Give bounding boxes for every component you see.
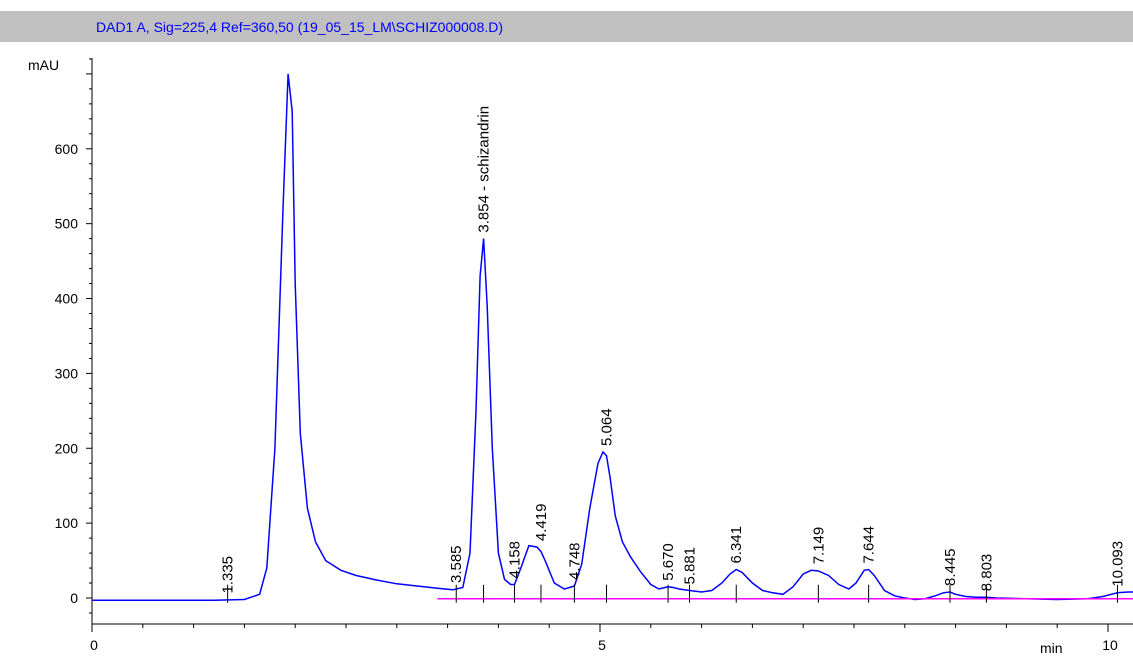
x-axis-ticks: 0 5 10 [90, 624, 1118, 653]
peak-label: 4.748 [566, 542, 583, 580]
y-tick-label: 0 [70, 590, 78, 606]
peak-label: 8.445 [942, 548, 959, 586]
x-tick-label: 10 [1102, 637, 1118, 653]
peak-label: 1.335 [220, 556, 237, 594]
x-axis-label: min [1040, 640, 1063, 656]
peak-label: 5.881 [682, 547, 699, 585]
title-bar [0, 11, 1133, 42]
series-layer [92, 73, 1133, 601]
peak-label: 7.149 [810, 527, 827, 565]
y-tick-label: 500 [55, 216, 79, 232]
peak-label: 3.854 - schizandrin [476, 106, 493, 233]
y-tick-label: 100 [55, 515, 79, 531]
y-tick-label: 300 [55, 365, 79, 381]
y-axis-ticks: 0 100 200 300 400 500 600 [55, 58, 92, 614]
peak-label: 5.670 [660, 543, 677, 581]
y-tick-label: 200 [55, 440, 79, 456]
peak-label: 6.341 [728, 526, 745, 564]
signal-trace [92, 73, 1133, 601]
x-tick-label: 5 [598, 637, 606, 653]
y-axis-label: mAU [28, 57, 59, 73]
peak-label: 5.064 [599, 408, 616, 446]
peak-label: 4.158 [506, 541, 523, 579]
x-tick-label: 0 [90, 637, 98, 653]
peak-annotations: 1.335 3.585 3.854 - schizandrin 4.158 4.419 4… [220, 106, 1126, 603]
peak-label: 7.644 [861, 526, 878, 564]
peak-label: 3.585 [448, 545, 465, 583]
peak-label: 10.093 [1109, 541, 1126, 587]
y-tick-label: 400 [55, 291, 79, 307]
peak-label: 4.419 [533, 504, 550, 542]
peak-label: 8.803 [978, 554, 995, 592]
chart-title: DAD1 A, Sig=225,4 Ref=360,50 (19_05_15_L… [96, 19, 503, 35]
y-tick-label: 600 [55, 141, 79, 157]
